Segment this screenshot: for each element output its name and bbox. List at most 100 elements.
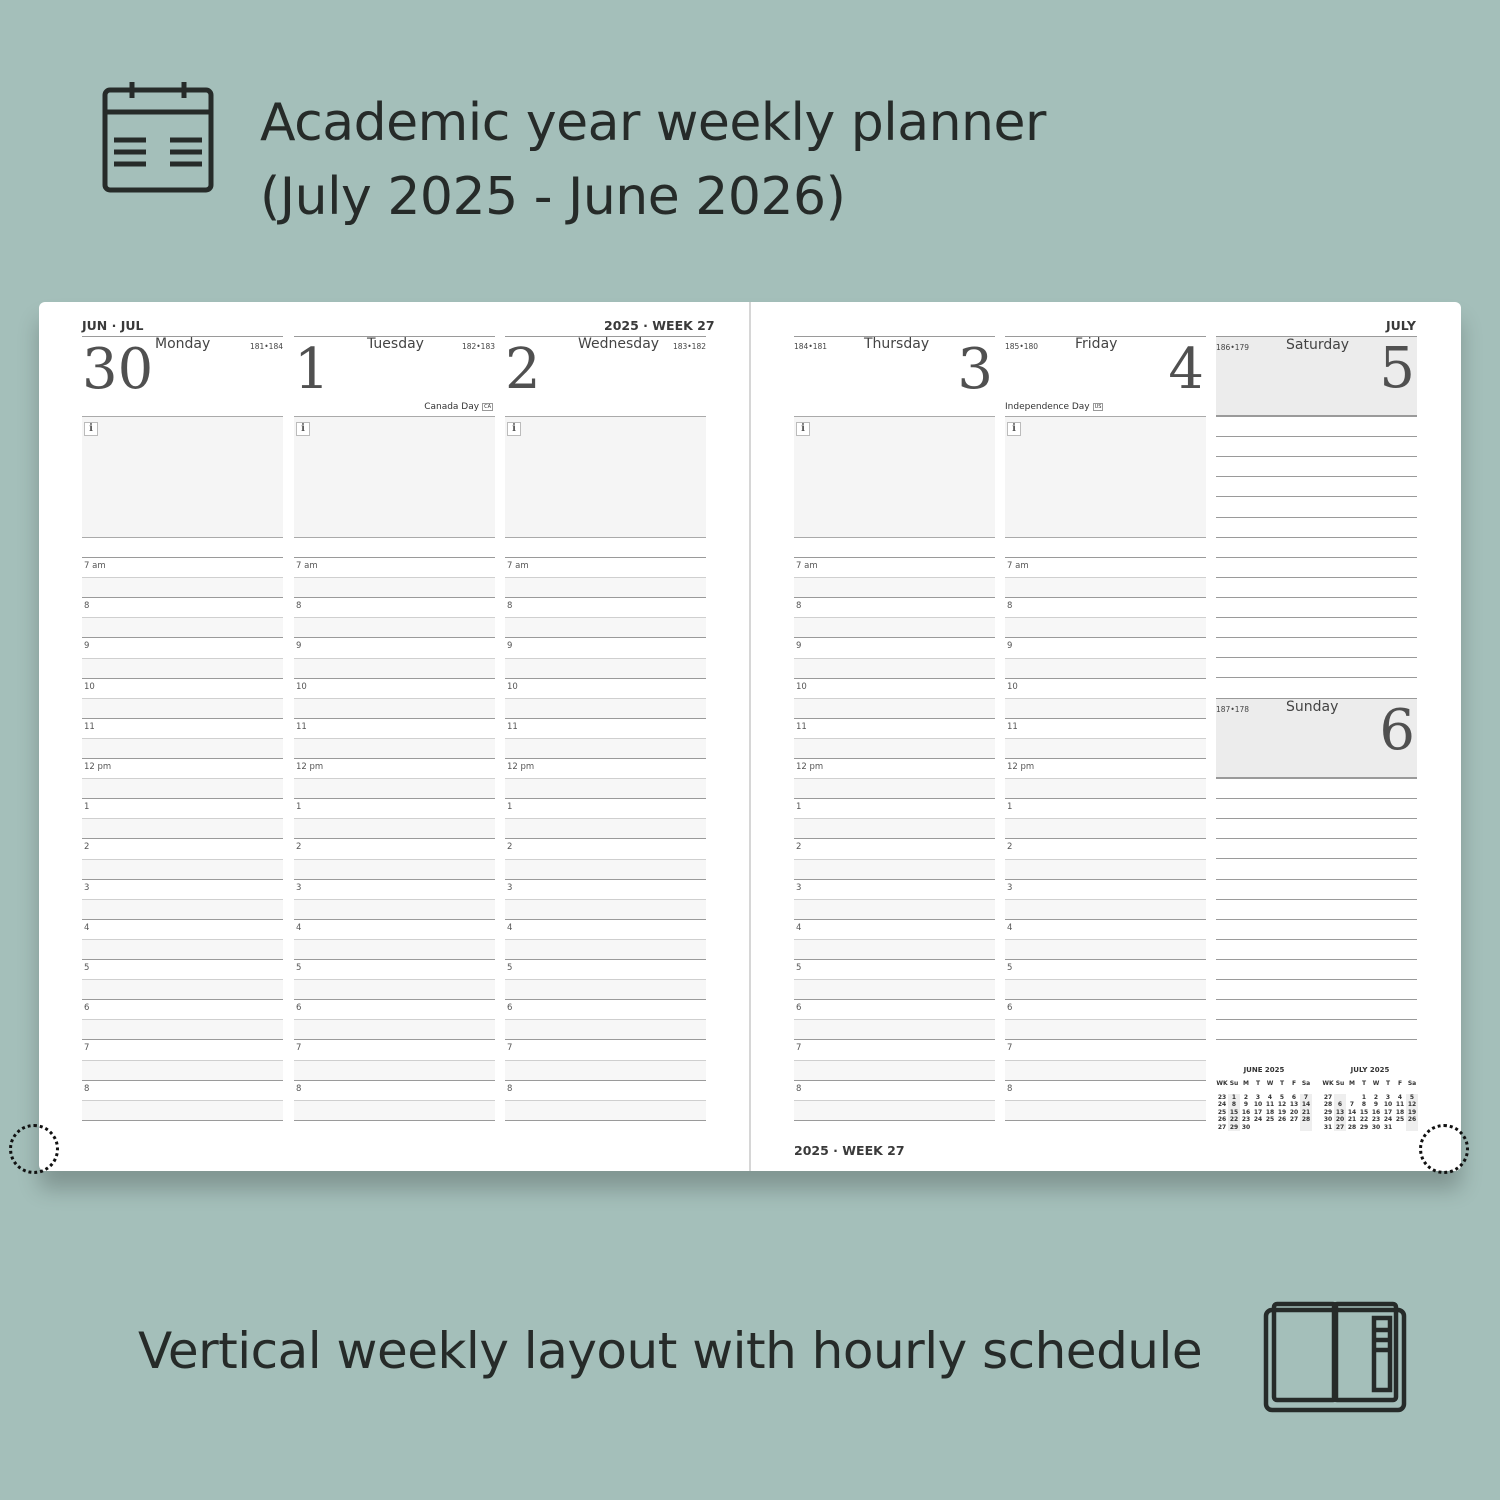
hour-row[interactable]: 4 [794, 918, 995, 939]
hour-row[interactable]: 6 [794, 999, 995, 1020]
note-line[interactable] [1216, 1019, 1417, 1040]
hour-row[interactable]: 7 [294, 1039, 495, 1060]
hour-row[interactable]: 8 [505, 597, 706, 618]
note-line[interactable] [1216, 576, 1417, 597]
hour-row[interactable]: 5 [794, 959, 995, 979]
half-hour-row[interactable] [1005, 617, 1206, 638]
hour-row[interactable] [1005, 1119, 1206, 1140]
hour-row[interactable]: 3 [794, 878, 995, 899]
half-hour-row[interactable] [1005, 577, 1206, 598]
half-hour-row[interactable] [294, 737, 495, 758]
note-line[interactable] [1216, 898, 1417, 919]
note-line[interactable] [1216, 938, 1417, 959]
half-hour-row[interactable] [294, 617, 495, 638]
half-hour-row[interactable] [82, 898, 283, 919]
note-line[interactable] [1216, 818, 1417, 839]
half-hour-row[interactable] [294, 1059, 495, 1080]
half-hour-row[interactable] [82, 1059, 283, 1080]
hour-row[interactable]: 7 am [294, 557, 495, 577]
half-hour-row[interactable] [794, 858, 995, 879]
hour-row[interactable]: 6 [82, 999, 283, 1020]
half-hour-row[interactable] [294, 697, 495, 718]
note-line[interactable] [1216, 858, 1417, 879]
half-hour-row[interactable] [794, 818, 995, 839]
half-hour-row[interactable] [505, 898, 706, 919]
hour-row[interactable]: 3 [505, 878, 706, 899]
half-hour-row[interactable] [82, 1019, 283, 1040]
half-hour-row[interactable] [505, 617, 706, 638]
half-hour-row[interactable] [794, 577, 995, 598]
note-line[interactable] [1216, 516, 1417, 537]
half-hour-row[interactable] [82, 818, 283, 839]
half-hour-row[interactable] [505, 1019, 706, 1040]
half-hour-row[interactable] [1005, 657, 1206, 678]
hour-row[interactable]: 2 [505, 838, 706, 859]
hour-row[interactable]: 12 pm [505, 758, 706, 778]
hour-row[interactable]: 8 [82, 1079, 283, 1100]
half-hour-row[interactable] [294, 1099, 495, 1120]
hour-row[interactable]: 7 [505, 1039, 706, 1060]
half-hour-row[interactable] [505, 979, 706, 1000]
hour-row[interactable]: 7 [82, 1039, 283, 1060]
half-hour-row[interactable] [82, 697, 283, 718]
hour-row[interactable]: 1 [505, 798, 706, 819]
hour-row[interactable]: 10 [294, 677, 495, 698]
note-line[interactable] [1216, 637, 1417, 658]
half-hour-row[interactable] [505, 737, 706, 758]
half-hour-row[interactable] [294, 898, 495, 919]
half-hour-row[interactable] [1005, 1059, 1206, 1080]
note-line[interactable] [1216, 677, 1417, 698]
hour-row[interactable]: 9 [794, 637, 995, 658]
hour-row[interactable]: 12 pm [794, 758, 995, 778]
hour-row[interactable]: 3 [294, 878, 495, 899]
hour-row[interactable]: 8 [82, 597, 283, 618]
half-hour-row[interactable] [1005, 737, 1206, 758]
half-hour-row[interactable] [1005, 979, 1206, 1000]
hour-row[interactable]: 3 [82, 878, 283, 899]
half-hour-row[interactable] [82, 577, 283, 598]
hour-row[interactable]: 9 [82, 637, 283, 658]
half-hour-row[interactable] [294, 778, 495, 799]
hour-row[interactable]: 11 [82, 717, 283, 738]
half-hour-row[interactable] [505, 818, 706, 839]
half-hour-row[interactable] [794, 979, 995, 1000]
half-hour-row[interactable] [1005, 898, 1206, 919]
half-hour-row[interactable] [794, 1059, 995, 1080]
half-hour-row[interactable] [294, 1019, 495, 1040]
hour-row[interactable]: 12 pm [1005, 758, 1206, 778]
hour-row[interactable]: 6 [505, 999, 706, 1020]
hour-row[interactable]: 4 [1005, 918, 1206, 939]
half-hour-row[interactable] [82, 858, 283, 879]
note-line[interactable] [1216, 556, 1417, 577]
half-hour-row[interactable] [505, 938, 706, 959]
note-line[interactable] [1216, 617, 1417, 637]
hour-row[interactable]: 9 [294, 637, 495, 658]
half-hour-row[interactable] [794, 1099, 995, 1120]
half-hour-row[interactable] [294, 858, 495, 879]
half-hour-row[interactable] [82, 737, 283, 758]
half-hour-row[interactable] [505, 577, 706, 598]
note-line[interactable] [1216, 436, 1417, 457]
half-hour-row[interactable] [82, 617, 283, 638]
hour-row[interactable]: 5 [82, 959, 283, 979]
hour-row[interactable]: 1 [1005, 798, 1206, 819]
half-hour-row[interactable] [794, 697, 995, 718]
half-hour-row[interactable] [1005, 858, 1206, 879]
note-line[interactable] [1216, 456, 1417, 477]
hour-row[interactable]: 12 pm [82, 758, 283, 778]
half-hour-row[interactable] [794, 617, 995, 638]
hour-row[interactable]: 11 [294, 717, 495, 738]
hour-row[interactable]: 10 [505, 677, 706, 698]
note-line[interactable] [1216, 778, 1417, 798]
hour-row[interactable]: 2 [1005, 838, 1206, 859]
hour-row[interactable]: 4 [82, 918, 283, 939]
half-hour-row[interactable] [794, 778, 995, 799]
note-line[interactable] [1216, 476, 1417, 497]
note-line[interactable] [1216, 838, 1417, 859]
hour-row[interactable]: 2 [82, 838, 283, 859]
hour-row[interactable]: 11 [505, 717, 706, 738]
half-hour-row[interactable] [82, 938, 283, 959]
hour-row[interactable]: 8 [794, 1079, 995, 1100]
hour-row[interactable]: 2 [294, 838, 495, 859]
hour-row[interactable]: 9 [1005, 637, 1206, 658]
